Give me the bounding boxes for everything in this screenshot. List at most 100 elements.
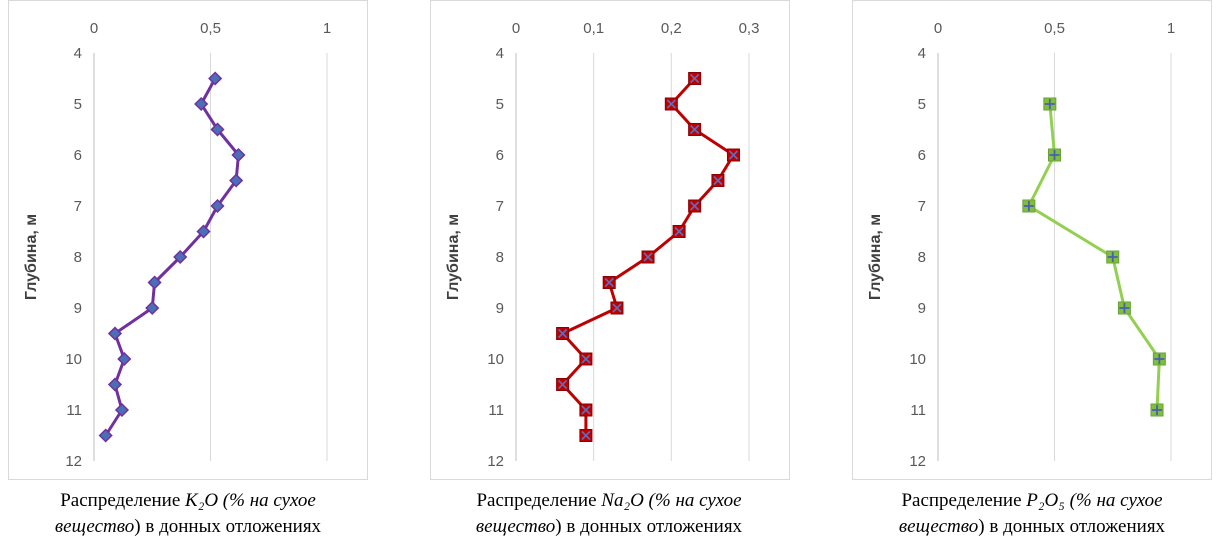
- diamond-marker: [114, 402, 130, 418]
- y-tick-label: 9: [918, 300, 926, 317]
- y-tick-label: 4: [74, 45, 82, 62]
- y-axis-title: Глубина, м: [867, 214, 884, 300]
- y-tick-label: 11: [66, 402, 82, 419]
- caption-line1: Распределение P₂O₅ (% на сухое: [901, 490, 1163, 511]
- data-point: [196, 224, 211, 239]
- diamond-marker: [147, 275, 162, 290]
- y-axis-title: Глубина, м: [23, 214, 40, 300]
- chart-p2o5-svg: 0 0,5 1 4 5 6 7 8 9 10 11 12 Глубина, м: [867, 20, 1175, 470]
- y-tick-label: 10: [909, 351, 926, 368]
- data-point: [107, 326, 123, 341]
- plus-marker: [1152, 405, 1163, 415]
- diamond-marker: [194, 96, 209, 112]
- data-point: [726, 148, 740, 162]
- x-cross-marker: [690, 73, 700, 84]
- data-point: [1152, 352, 1166, 366]
- data-point: [579, 429, 593, 442]
- data-point: [579, 403, 593, 417]
- x-tick-label: 1: [323, 20, 331, 37]
- plus-marker: [1049, 150, 1060, 160]
- x-cross-marker: [558, 379, 568, 390]
- data-point: [1022, 199, 1036, 213]
- plus-marker: [1044, 99, 1055, 109]
- x-tick-label: 0,1: [583, 20, 604, 37]
- diamond-marker: [107, 377, 123, 392]
- x-cross-marker: [581, 354, 591, 364]
- y-tick-label: 4: [496, 45, 504, 62]
- chart-k2o-svg: 0 0,5 1 4 5 6 7 8 9 10 11 12 Глубина, м: [23, 20, 331, 470]
- chart-na2o-svg: 0 0,1 0,2 0,3 4 5 6 7 8 9 10 11 12 Глубина, м: [445, 20, 759, 470]
- diamond-marker: [117, 351, 132, 367]
- y-tick-label: 5: [496, 96, 504, 113]
- y-tick-label: 10: [487, 351, 504, 368]
- data-point: [1043, 97, 1057, 111]
- data-point: [145, 300, 160, 316]
- y-tick-label: 6: [918, 147, 926, 164]
- y-tick-label: 12: [909, 453, 926, 470]
- x-cross-marker: [581, 405, 591, 415]
- x-tick-label: 0,5: [1044, 20, 1065, 37]
- data-point: [641, 250, 655, 264]
- data-point: [210, 122, 225, 137]
- data-point: [98, 428, 113, 443]
- y-tick-label: 7: [74, 198, 82, 215]
- chart-k2o-caption: Распределение K₂O (% на сухое вещество) …: [0, 488, 378, 540]
- y-tick-label: 9: [496, 300, 504, 317]
- data-point: [173, 249, 188, 265]
- data-point: [579, 352, 593, 366]
- data-point: [1150, 403, 1164, 417]
- x-tick-label: 0: [90, 20, 98, 37]
- chart-na2o-panel: 0 0,1 0,2 0,3 4 5 6 7 8 9 10 11 12 Глубина, м: [430, 0, 790, 480]
- diamond-marker: [145, 300, 160, 316]
- plus-marker: [1119, 303, 1130, 313]
- data-point: [1106, 250, 1120, 264]
- y-tick-label: 7: [918, 198, 926, 215]
- y-tick-label: 9: [74, 300, 82, 317]
- diamond-marker: [107, 326, 123, 341]
- data-point: [114, 402, 130, 418]
- diamond-marker: [173, 249, 188, 265]
- y-tick-label: 12: [487, 453, 504, 470]
- y-tick-label: 8: [74, 249, 82, 266]
- y-tick-label: 10: [65, 351, 82, 368]
- plus-marker: [1023, 201, 1034, 211]
- data-point: [610, 301, 624, 315]
- data-point: [231, 147, 246, 163]
- x-tick-label: 0,5: [200, 20, 221, 37]
- data-point: [688, 72, 702, 85]
- diamond-marker: [210, 198, 225, 214]
- caption-line1: Распределение K₂O (% на сухое: [60, 490, 316, 511]
- data-point: [556, 327, 570, 340]
- y-axis-title: Глубина, м: [445, 214, 462, 300]
- diamond-marker: [231, 147, 246, 163]
- caption-line1: Распределение Na₂O (% на сухое: [476, 490, 742, 511]
- data-point: [672, 225, 686, 238]
- diamond-marker: [229, 173, 244, 188]
- data-point: [664, 97, 678, 111]
- data-point: [208, 71, 223, 86]
- data-point: [602, 276, 616, 289]
- y-tick-label: 11: [910, 402, 926, 419]
- y-tick-label: 8: [918, 249, 926, 266]
- y-tick-label: 11: [488, 402, 504, 419]
- data-point: [1117, 301, 1131, 315]
- x-tick-label: 0,2: [661, 20, 682, 37]
- data-point: [210, 198, 225, 214]
- x-cross-marker: [558, 328, 568, 339]
- diamond-marker: [210, 122, 225, 137]
- chart-na2o-caption: Распределение Na₂O (% на сухое вещество)…: [419, 488, 799, 540]
- x-cross-marker: [674, 226, 684, 237]
- data-point: [688, 123, 702, 136]
- chart-k2o-panel: 0 0,5 1 4 5 6 7 8 9 10 11 12 Глубина, м: [8, 0, 368, 480]
- caption-line2: вещество) в донных отложениях: [54, 516, 322, 537]
- data-point: [711, 174, 725, 187]
- data-point: [117, 351, 132, 367]
- y-tick-label: 6: [74, 147, 82, 164]
- plus-marker: [1107, 252, 1118, 262]
- data-point: [688, 199, 702, 213]
- data-point: [194, 96, 209, 112]
- diamond-marker: [98, 428, 113, 443]
- x-tick-label: 1: [1167, 20, 1175, 37]
- data-point: [107, 377, 123, 392]
- diamond-marker: [196, 224, 211, 239]
